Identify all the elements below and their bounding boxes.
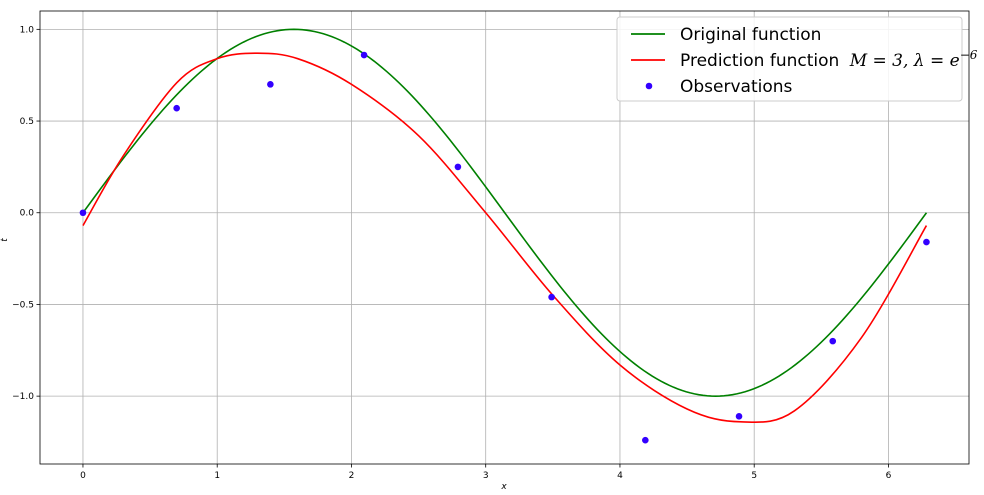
y-tick-label: −0.5 [12, 300, 34, 310]
x-tick-label: 3 [483, 471, 489, 481]
legend-label-prediction-params: M = 3, λ = e [849, 51, 960, 71]
series-line-prediction-function [82, 52, 928, 424]
legend-label-prediction-exponent: −6 [960, 48, 978, 62]
observation-point [360, 51, 368, 59]
legend-label-prediction: Prediction function M = 3, λ = e−6 [680, 48, 978, 71]
legend-swatch-observations [645, 82, 653, 90]
axis-ticks: 0 1 2 3 4 5 6 −1.0 −0.5 0.0 0.5 1.0 [12, 25, 891, 481]
plot-series [79, 28, 930, 444]
observation-point [735, 413, 743, 420]
y-tick-label: 0.5 [20, 117, 34, 127]
legend-label-prediction-name: Prediction function [680, 51, 839, 71]
plot-frame [39, 10, 970, 465]
observation-point [548, 293, 555, 301]
x-axis-label: x [500, 482, 507, 492]
y-tick-label: 1.0 [20, 25, 35, 35]
x-tick-label: 5 [751, 471, 757, 481]
x-tick-label: 6 [886, 471, 892, 481]
legend-label-observations: Observations [680, 77, 793, 97]
x-tick-label: 1 [214, 471, 220, 481]
observation-point [454, 163, 462, 171]
series-line-original-function [82, 28, 928, 397]
legend: Original function Prediction function M … [616, 16, 978, 102]
x-tick-label: 0 [80, 471, 86, 481]
observation-point [923, 238, 930, 246]
y-axis-label: t [0, 238, 10, 242]
x-tick-label: 4 [617, 471, 623, 481]
observation-point [267, 81, 274, 88]
observation-point [79, 209, 87, 217]
observation-point [173, 104, 180, 112]
observation-point [829, 337, 837, 345]
legend-box [616, 16, 963, 102]
observation-point [642, 436, 649, 444]
y-tick-label: −1.0 [12, 392, 34, 402]
legend-label-original: Original function [680, 25, 821, 45]
x-tick-label: 2 [349, 471, 355, 481]
y-tick-label: 0.0 [20, 209, 35, 219]
